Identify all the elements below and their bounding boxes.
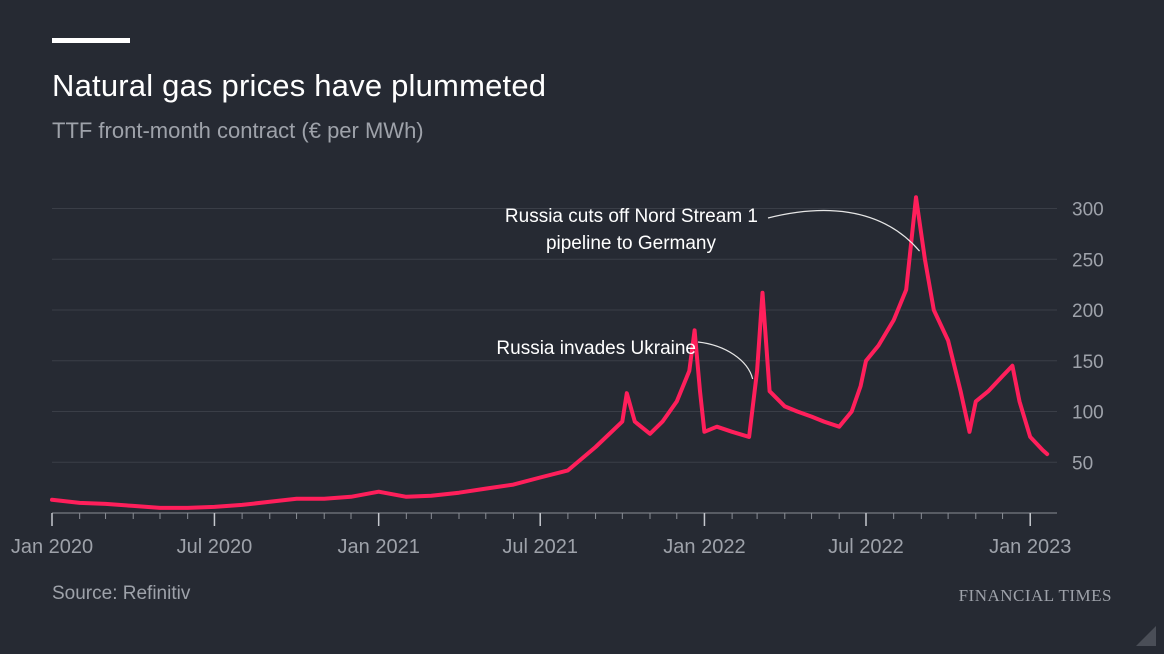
chart-title: Natural gas prices have plummeted <box>52 68 547 103</box>
x-tick-label: Jan 2022 <box>663 536 745 558</box>
x-tick-label: Jan 2021 <box>338 536 420 558</box>
y-tick-label: 300 <box>1072 200 1104 221</box>
x-tick-label: Jan 2020 <box>11 536 93 558</box>
x-tick-label: Jul 2021 <box>502 536 578 558</box>
annotation-leader-line <box>767 209 921 252</box>
brand-logo: FINANCIAL TIMES <box>958 586 1112 605</box>
y-tick-label: 200 <box>1072 301 1104 322</box>
annotation-leader-line <box>697 341 754 380</box>
annotation-label: Russia cuts off Nord Stream 1 <box>505 206 758 227</box>
y-tick-label: 50 <box>1072 453 1093 474</box>
header-rule <box>52 38 130 43</box>
price-series-line <box>50 195 1050 510</box>
source-note: Source: Refinitiv <box>52 583 191 604</box>
x-tick-label: Jan 2023 <box>989 536 1071 558</box>
corner-resize-icon <box>1136 626 1156 646</box>
chart-subtitle: TTF front-month contract (€ per MWh) <box>52 118 424 143</box>
y-tick-label: 100 <box>1072 403 1104 424</box>
y-tick-label: 250 <box>1072 250 1104 271</box>
annotation-label: pipeline to Germany <box>546 233 717 254</box>
annotation-label: Russia invades Ukraine <box>496 338 696 359</box>
x-tick-label: Jul 2020 <box>177 536 253 558</box>
y-tick-label: 150 <box>1072 352 1104 373</box>
x-tick-label: Jul 2022 <box>828 536 904 558</box>
